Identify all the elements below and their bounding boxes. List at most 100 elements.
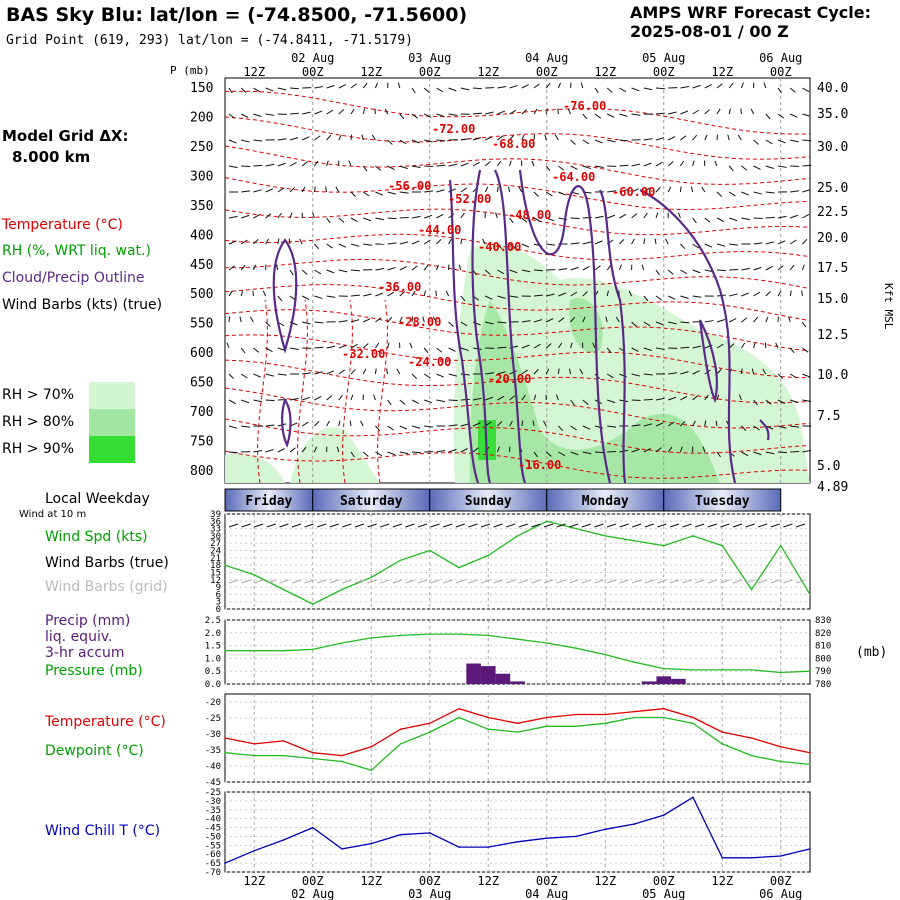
surface-barb-29 <box>594 523 604 528</box>
rh-region-3 <box>469 300 720 483</box>
wind-barb-540 <box>374 368 377 375</box>
wind-chill-line-pt-19 <box>779 855 782 857</box>
wind-barb-507 <box>557 342 563 349</box>
surface-barb-37 <box>695 523 705 528</box>
rh-region-2 <box>225 453 285 483</box>
temperature-label: Temperature (°C) <box>45 714 166 730</box>
wind-barb-197 <box>289 186 295 193</box>
wind-barb-120 <box>521 134 525 141</box>
pressure-line-pt-11 <box>545 642 548 644</box>
wind-barb-700 <box>570 451 579 456</box>
wind-barb-610 <box>643 398 653 401</box>
local-weekday-label: Local Weekday <box>45 491 150 507</box>
wind-ytick-5: 24 <box>210 547 221 557</box>
wind-barb-310 <box>497 243 503 250</box>
dewpoint-line-pt-19 <box>779 760 782 763</box>
surface-barb-39 <box>720 523 730 528</box>
temperature-line-pt-13 <box>604 713 607 716</box>
wind-barb-311 <box>509 243 516 249</box>
wind-barb-239 <box>802 189 811 193</box>
wind-barb-506 <box>545 343 552 349</box>
wind-barb-193 <box>241 190 251 193</box>
wind-barb-77 <box>582 113 588 120</box>
grid-barb-38 <box>707 579 717 584</box>
wind-barb-499 <box>460 347 469 352</box>
wind-barb-159 <box>411 165 421 169</box>
wind-barb-166 <box>496 160 502 167</box>
height-tick-4: 22.5 <box>817 205 848 220</box>
wind-barb-314 <box>546 243 556 246</box>
wind-barb-47 <box>802 87 810 93</box>
wind-barb-642 <box>448 424 458 427</box>
wind-barb-532 <box>277 373 287 376</box>
wind-barb-358 <box>497 269 505 275</box>
wind-barb-271 <box>607 214 616 219</box>
pressure-tick-8: 550 <box>190 317 213 332</box>
rh80-swatch <box>89 409 135 436</box>
wind-barb-263 <box>509 217 514 224</box>
wind-barb-640 <box>424 425 434 428</box>
pressure-line-pt-6 <box>399 634 402 637</box>
wind-barb-614 <box>692 395 699 401</box>
temp-contour-9 <box>224 334 811 379</box>
wind-barb-556 <box>568 368 572 375</box>
wind-barb-105 <box>338 134 342 141</box>
wind-barb-442 <box>350 319 360 323</box>
wind-barb-708 <box>667 446 673 453</box>
wind-barb-678 <box>301 446 307 453</box>
wind-barb-565 <box>680 371 689 375</box>
grid-barb-18 <box>455 579 465 584</box>
temp-contour-7 <box>224 284 811 322</box>
wind-barb-613 <box>680 395 688 401</box>
wind-barb-338 <box>252 264 257 271</box>
wind-barb-611 <box>655 397 665 401</box>
temperature-contours <box>224 90 811 484</box>
wind-barb-392 <box>326 295 336 298</box>
wind-barb-591 <box>411 399 419 405</box>
surface-barb-31 <box>619 523 629 528</box>
wind-barb-459 <box>558 317 565 323</box>
wind-barb-518 <box>692 345 702 349</box>
wind-barb-683 <box>362 451 369 457</box>
wind-chill-line-pt-20 <box>809 848 811 850</box>
wind-speed-line-pt-10 <box>516 535 519 537</box>
pressure-line-pt-13 <box>604 653 607 656</box>
wind-barb-257 <box>436 213 444 219</box>
wind-barb-438 <box>302 321 311 325</box>
wind-barb-403 <box>460 295 466 302</box>
wind-barb-584 <box>326 395 333 401</box>
wind-barb-697 <box>533 451 538 458</box>
weekday-cell-4 <box>663 488 782 512</box>
pressure-tick-13: 800 <box>190 464 213 479</box>
wind-barb-425 <box>729 293 738 297</box>
wind-barb-262 <box>495 212 498 219</box>
wind-speed-line-pt-9 <box>487 554 490 557</box>
wind-barb-504 <box>521 344 530 349</box>
temperature-line-pt-6 <box>399 728 402 730</box>
wind-barb-104 <box>326 134 332 141</box>
wind-speed-line-pt-11 <box>545 520 548 523</box>
wind-barb-428 <box>765 291 771 297</box>
pressure-line-pt-5 <box>370 637 373 639</box>
wind-barb-51 <box>265 113 275 116</box>
wind-barb-198 <box>301 186 306 193</box>
wind-barb-39 <box>704 84 712 89</box>
wind-barb-122 <box>544 134 547 141</box>
wind-barb-660 <box>667 421 675 427</box>
height-tick-0: 40.0 <box>817 81 848 96</box>
temperature-line-pt-0 <box>224 737 226 739</box>
wind-barb-200 <box>325 186 328 193</box>
wind-barb-427 <box>753 291 761 297</box>
wind-chill-line-pt-6 <box>399 833 402 836</box>
pressure-tick-2: 250 <box>190 140 213 155</box>
wind-barb-379 <box>753 266 762 271</box>
wind-speed-line-pt-15 <box>662 544 665 547</box>
wind-barb-466 <box>643 321 651 327</box>
wind-barb-337 <box>240 264 246 271</box>
wind-barb-294 <box>299 238 303 245</box>
wind-barb-429 <box>777 290 782 297</box>
wind-barb-266 <box>546 217 555 222</box>
top-date-2: 04 Aug <box>525 51 568 65</box>
wind-barb-213 <box>484 186 489 193</box>
pressure-tick-0: 150 <box>190 81 213 96</box>
